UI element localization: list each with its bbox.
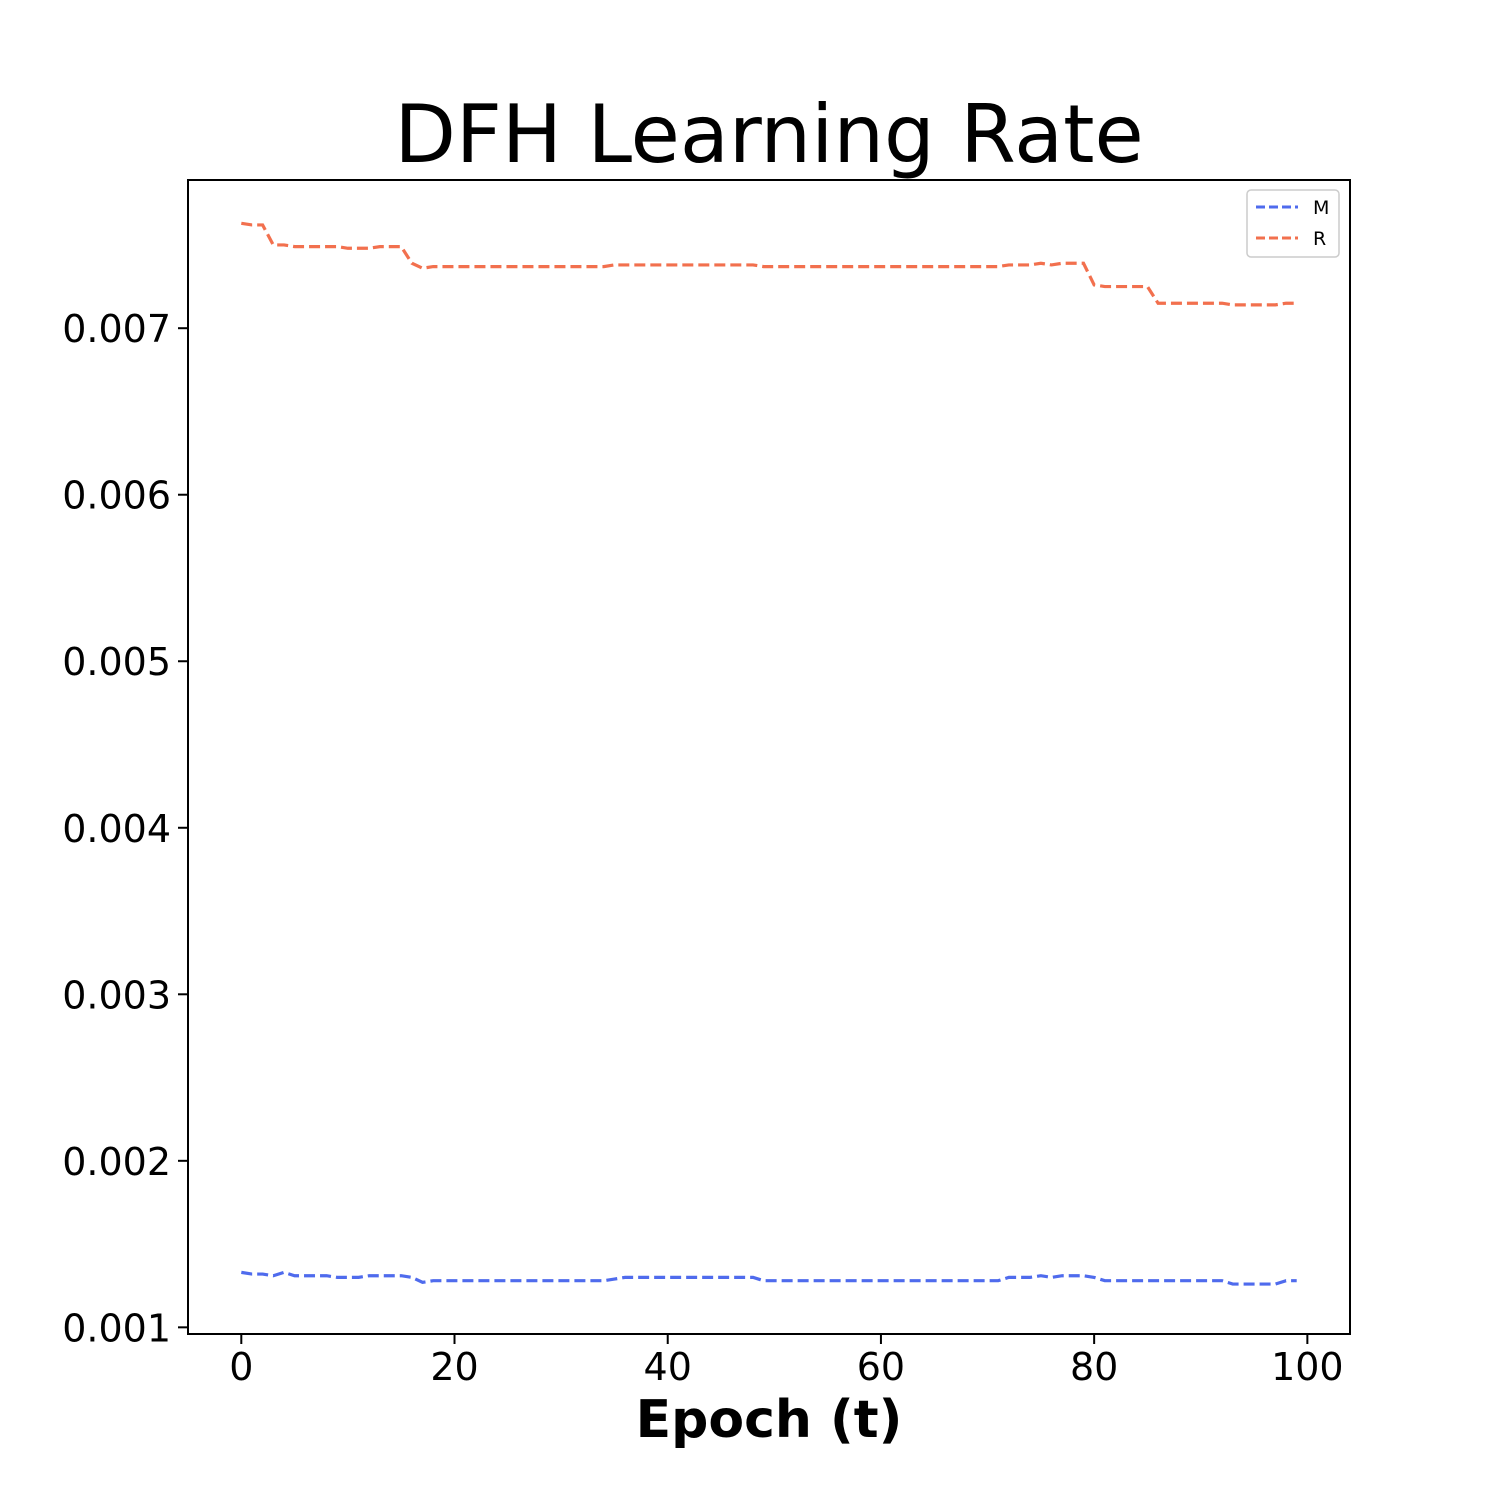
legend-label-r: R bbox=[1313, 228, 1326, 250]
y-axis: 0.001 0.002 0.003 0.004 0.005 0.006 0.007 bbox=[62, 307, 188, 1350]
series-layer bbox=[241, 221, 1297, 1286]
series-line-m bbox=[241, 1270, 1297, 1286]
y-tick-label: 0.004 bbox=[62, 807, 171, 851]
x-axis: 0 20 40 60 80 100 bbox=[229, 1334, 1344, 1389]
legend-label-m: M bbox=[1313, 197, 1329, 219]
x-tick-label: 80 bbox=[1070, 1345, 1118, 1389]
legend: MR bbox=[1246, 189, 1340, 258]
x-axis-label: Epoch (t) bbox=[636, 1390, 903, 1450]
x-tick-label: 60 bbox=[857, 1345, 905, 1389]
y-tick-label: 0.007 bbox=[62, 307, 171, 351]
y-tick-label: 0.003 bbox=[62, 973, 171, 1017]
y-tick-label: 0.001 bbox=[62, 1306, 171, 1350]
plot-frame bbox=[187, 179, 1351, 1335]
x-tick-label: 0 bbox=[229, 1345, 253, 1389]
chart-title: DFH Learning Rate bbox=[394, 88, 1143, 181]
y-tick-label: 0.002 bbox=[62, 1140, 171, 1184]
series-line-r bbox=[241, 221, 1297, 307]
x-tick-label: 20 bbox=[430, 1345, 478, 1389]
x-tick-label: 40 bbox=[644, 1345, 692, 1389]
x-tick-label: 100 bbox=[1271, 1345, 1344, 1389]
y-tick-label: 0.006 bbox=[62, 474, 171, 518]
y-tick-label: 0.005 bbox=[62, 640, 171, 684]
